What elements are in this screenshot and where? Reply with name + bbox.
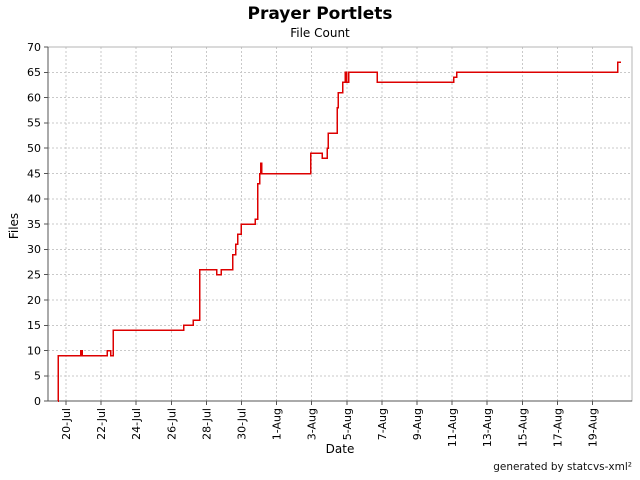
x-tick-label: 20-Jul (60, 408, 73, 440)
y-tick-label: 0 (34, 395, 41, 408)
x-tick-label: 7-Aug (376, 408, 389, 440)
y-axis-title: Files (7, 212, 21, 240)
file-count-series-line (57, 61, 621, 402)
y-tick-label: 5 (34, 370, 41, 383)
y-tick-label: 45 (27, 167, 41, 180)
y-tick-label: 10 (27, 344, 41, 357)
x-tick-label: 1-Aug (271, 408, 284, 440)
x-tick-label: 13-Aug (481, 408, 494, 447)
y-tick-label: 15 (27, 319, 41, 332)
x-tick-label: 26-Jul (165, 408, 178, 440)
y-tick-label: 30 (27, 243, 41, 256)
x-tick-label: 5-Aug (341, 408, 354, 440)
y-tick-label: 55 (27, 117, 41, 130)
x-tick-label: 15-Aug (516, 408, 529, 447)
generator-credit: generated by statcvs-xml² (493, 461, 632, 473)
y-tick-label: 50 (27, 142, 41, 155)
y-tick-label: 35 (27, 218, 41, 231)
x-tick-label: 30-Jul (236, 408, 249, 440)
x-tick-label: 28-Jul (200, 408, 213, 440)
x-tick-label: 17-Aug (551, 408, 564, 447)
x-axis-title: Date (325, 442, 355, 456)
y-tick-label: 60 (27, 91, 41, 104)
chart-title: Prayer Portlets (247, 4, 393, 24)
x-tick-label: 11-Aug (446, 408, 459, 447)
y-tick-label: 25 (27, 269, 41, 282)
x-tick-label: 24-Jul (130, 408, 143, 440)
y-tick-label: 65 (27, 66, 41, 79)
x-tick-label: 19-Aug (587, 408, 600, 447)
x-tick-label: 3-Aug (306, 408, 319, 440)
x-tick-label: 9-Aug (411, 408, 424, 440)
x-tick-label: 22-Jul (95, 408, 108, 440)
y-tick-label: 20 (27, 294, 41, 307)
y-tick-label: 40 (27, 193, 41, 206)
chart-subtitle: File Count (290, 26, 350, 40)
y-tick-label: 70 (27, 41, 41, 54)
